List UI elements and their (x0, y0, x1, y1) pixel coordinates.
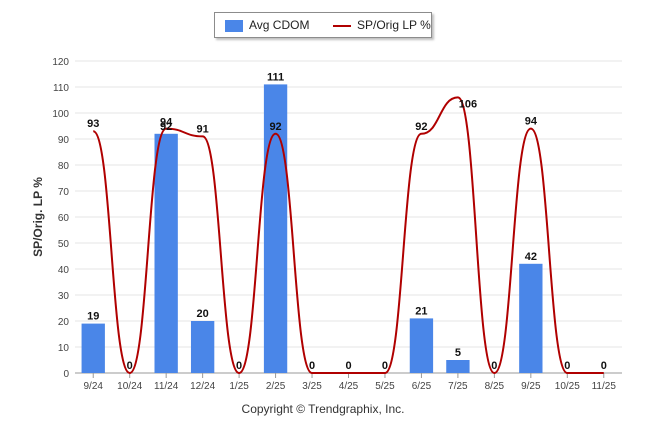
bar-data-label: 111 (267, 71, 284, 83)
line-data-label: 91 (197, 123, 209, 135)
bar-data-label: 0 (127, 360, 133, 372)
y-tick-label: 60 (58, 213, 70, 224)
x-tick-label: 8/25 (485, 381, 505, 392)
line-data-label: 92 (269, 121, 281, 133)
legend-label-sp-orig-lp: SP/Orig LP % (357, 18, 431, 32)
bar-avg-cdom (154, 133, 178, 373)
y-tick-label: 90 (58, 135, 70, 146)
y-tick-label: 0 (63, 369, 69, 380)
bar-data-label: 0 (491, 360, 497, 372)
x-tick-label: 10/25 (555, 381, 580, 392)
copyright-text: Copyright © Trendgraphix, Inc. (241, 402, 405, 416)
y-tick-label: 20 (58, 317, 70, 328)
bar-data-label: 5 (455, 347, 461, 359)
y-tick-label: 50 (58, 239, 70, 250)
bar-data-label: 42 (525, 251, 537, 263)
chart-legend: Avg CDOM SP/Orig LP % (214, 12, 432, 38)
y-tick-label: 70 (58, 187, 70, 198)
x-tick-label: 3/25 (302, 381, 322, 392)
bar-data-label: 0 (309, 360, 315, 372)
line-data-label: 94 (160, 117, 173, 129)
y-tick-label: 80 (58, 161, 70, 172)
legend-swatch-avg-cdom (225, 20, 243, 32)
line-data-label: 92 (415, 121, 427, 133)
line-data-label: 93 (87, 118, 99, 130)
y-tick-label: 100 (52, 109, 69, 120)
bar-avg-cdom (519, 263, 543, 373)
y-tick-label: 30 (58, 291, 70, 302)
bar-avg-cdom (446, 360, 470, 373)
bar-data-label: 21 (415, 305, 427, 317)
y-axis-title: SP/Orig. LP % (31, 177, 45, 257)
x-tick-label: 9/25 (521, 381, 541, 392)
y-tick-label: 110 (53, 83, 69, 94)
x-tick-label: 7/25 (448, 381, 468, 392)
bar-avg-cdom (409, 318, 434, 373)
legend-swatch-sp-orig-lp (333, 25, 351, 27)
bar-avg-cdom (81, 323, 105, 373)
bar-data-label: 0 (564, 360, 570, 372)
x-tick-label: 9/24 (83, 381, 103, 392)
bar-avg-cdom (263, 84, 288, 374)
bar-data-label: 20 (197, 308, 209, 320)
x-tick-label: 5/25 (375, 381, 395, 392)
x-tick-label: 11/24 (154, 381, 179, 392)
x-tick-label: 2/25 (266, 381, 286, 392)
bar-data-label: 0 (382, 360, 388, 372)
line-data-label: 106 (459, 98, 477, 110)
bar-data-label: 0 (601, 360, 607, 372)
x-tick-label: 11/25 (592, 381, 617, 392)
x-tick-label: 12/24 (190, 381, 215, 392)
x-tick-label: 10/24 (117, 381, 142, 392)
bar-data-label: 92 (160, 121, 172, 133)
legend-label-avg-cdom: Avg CDOM (249, 18, 310, 32)
x-tick-label: 6/25 (412, 381, 432, 392)
x-tick-label: 4/25 (339, 381, 359, 392)
y-tick-label: 10 (58, 343, 70, 354)
y-tick-label: 120 (52, 57, 69, 68)
bar-data-label: 19 (87, 311, 99, 323)
bar-data-label: 0 (236, 360, 242, 372)
line-sp-orig-lp (92, 96, 604, 375)
x-tick-label: 1/25 (229, 381, 249, 392)
line-data-label: 94 (525, 116, 538, 128)
y-tick-label: 40 (58, 265, 70, 276)
bar-avg-cdom (190, 321, 215, 373)
bar-data-label: 0 (345, 360, 351, 372)
